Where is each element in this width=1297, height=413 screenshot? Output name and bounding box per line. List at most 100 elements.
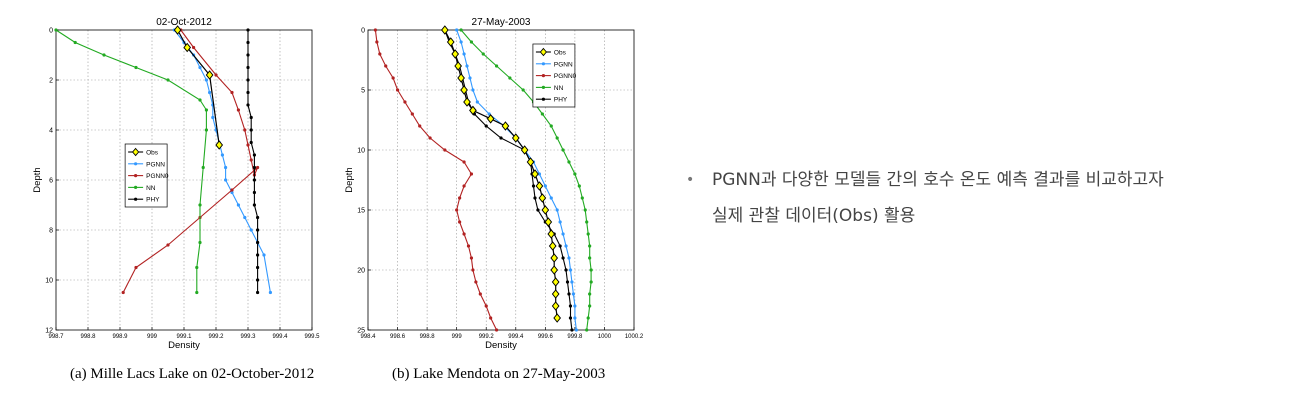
c0-series-line-obs	[177, 29, 220, 146]
c1-point-nn-16	[585, 220, 589, 224]
c1-point-obs-13	[531, 169, 539, 179]
c1-point-phy-14	[533, 196, 537, 200]
c1-legend-label-obs: Obs	[554, 50, 567, 57]
c0-point-nn-6	[204, 108, 208, 112]
c1-point-obs-23	[551, 289, 560, 299]
c1-point-pgnn-25	[574, 328, 578, 332]
c0-point-pgnn0-1	[192, 45, 196, 50]
c1-point-pgnn0-6	[403, 100, 407, 104]
c1-point-obs-24	[551, 301, 560, 311]
c0-point-phy-20	[256, 278, 260, 282]
c1-point-obs-14	[535, 181, 544, 191]
c1-point-obs-2	[451, 49, 460, 59]
c1-point-nn-3	[494, 64, 499, 68]
c1-point-obs-9	[501, 121, 510, 131]
c1-point-obs-12	[526, 157, 535, 167]
c1-legend-label-phy: PHY	[554, 97, 568, 104]
c0-point-pgnn0-6	[246, 143, 250, 147]
c1-point-phy-25	[570, 328, 574, 332]
c1-point-obs-7	[469, 105, 477, 116]
c1-point-pgnn0-12	[469, 172, 474, 176]
c0-point-pgnn-5	[208, 90, 212, 95]
c1-point-pgnn-6	[475, 100, 479, 104]
c1-point-pgnn-16	[558, 220, 562, 224]
c0-point-nn-10	[198, 240, 202, 245]
c1-point-pgnn-7	[487, 112, 491, 116]
c1-point-pgnn0-14	[458, 196, 462, 200]
c1-point-pgnn0-20	[471, 268, 475, 272]
c1-x-tick-1: 998.6	[390, 334, 406, 340]
c1-point-pgnn0-0	[373, 28, 377, 32]
c1-point-obs-5	[460, 85, 468, 95]
c1-point-nn-19	[588, 256, 592, 260]
c1-legend-marker-phy	[541, 97, 546, 101]
c0-point-phy-2	[246, 53, 250, 57]
c1-point-nn-15	[583, 208, 587, 212]
note-line-1: PGNN과 다양한 모델들 간의 호수 온도 예측 결과를 비교하고자	[712, 170, 1164, 190]
c0-x-tick-1: 998.8	[80, 334, 96, 340]
c1-point-phy-22	[567, 292, 571, 296]
c0-point-phy-9	[249, 140, 253, 145]
c0-point-phy-16	[256, 228, 260, 232]
c0-y-tick-3: 6	[49, 178, 53, 185]
c1-x-tick-8: 1000	[598, 334, 612, 340]
c0-point-obs-0	[173, 25, 182, 35]
c0-x-tick-3: 999	[147, 334, 158, 340]
c1-point-pgnn-1	[459, 40, 463, 44]
c0-y-axis-label: Depth	[32, 167, 43, 192]
c1-point-nn-24	[586, 316, 590, 320]
c0-y-tick-0: 0	[49, 28, 53, 35]
c0-point-nn-12	[195, 290, 199, 295]
c1-point-pgnn-5	[471, 88, 475, 92]
c1-legend-marker-nn	[541, 85, 546, 89]
c0-legend-label-obs: Obs	[146, 150, 159, 157]
c1-legend-marker-pgnn0	[541, 74, 546, 78]
c0-point-phy-11	[252, 165, 256, 170]
c0-x-tick-2: 998.9	[112, 334, 128, 340]
c1-y-axis-label: Depth	[344, 167, 355, 192]
c1-point-pgnn0-3	[384, 64, 388, 68]
c0-point-pgnn-14	[236, 203, 240, 207]
c1-point-pgnn0-23	[484, 304, 488, 308]
c0-point-obs-1	[183, 42, 192, 53]
c0-point-pgnn-15	[243, 215, 247, 220]
c1-point-nn-2	[481, 52, 485, 56]
c0-point-pgnn-10	[220, 153, 224, 157]
c1-point-obs-1	[446, 37, 455, 47]
note-line-2: 실제 관찰 데이터(Obs) 활용	[712, 206, 916, 226]
c1-point-pgnn0-13	[462, 184, 466, 188]
c1-point-pgnn0-7	[410, 112, 414, 116]
c1-point-obs-17	[544, 217, 553, 227]
c0-point-nn-11	[195, 265, 199, 270]
c1-point-pgnn-23	[573, 304, 577, 308]
c0-point-pgnn-18	[262, 253, 266, 257]
c1-point-nn-17	[586, 232, 590, 236]
c1-point-phy-21	[565, 280, 570, 284]
c1-point-pgnn0-25	[494, 328, 499, 332]
c0-chart-title: 02-Oct-2012	[156, 17, 212, 28]
c1-x-tick-5: 999.4	[508, 334, 524, 340]
c0-point-phy-13	[252, 190, 256, 195]
c0-point-pgnn0-14	[121, 290, 125, 295]
c1-y-tick-0: 0	[361, 28, 365, 35]
c1-point-phy-18	[558, 244, 562, 248]
c1-point-nn-9	[555, 136, 559, 140]
c0-point-pgnn-12	[224, 178, 228, 182]
c1-point-pgnn0-8	[418, 124, 422, 128]
c0-x-tick-0: 998.7	[48, 334, 64, 340]
c0-point-phy-5	[246, 90, 250, 95]
c1-series-line-pgnn	[456, 29, 577, 331]
c0-point-phy-17	[256, 240, 260, 245]
c0-point-pgnn0-5	[243, 128, 247, 132]
c1-point-nn-23	[588, 304, 592, 308]
c1-point-pgnn0-21	[474, 280, 478, 284]
c1-legend-marker-pgnn	[541, 62, 546, 66]
c0-legend-marker-pgnn	[134, 162, 138, 166]
c0-x-tick-6: 999.3	[240, 334, 256, 340]
c1-point-phy-13	[531, 184, 536, 188]
c0-point-pgnn-19	[268, 290, 272, 295]
c1-point-obs-20	[550, 253, 559, 263]
c1-x-tick-0: 998.4	[360, 334, 376, 340]
c1-point-pgnn0-9	[428, 136, 432, 140]
note-text: • PGNN과 다양한 모델들 간의 호수 온도 예측 결과를 비교하고자 실제…	[686, 162, 1286, 234]
